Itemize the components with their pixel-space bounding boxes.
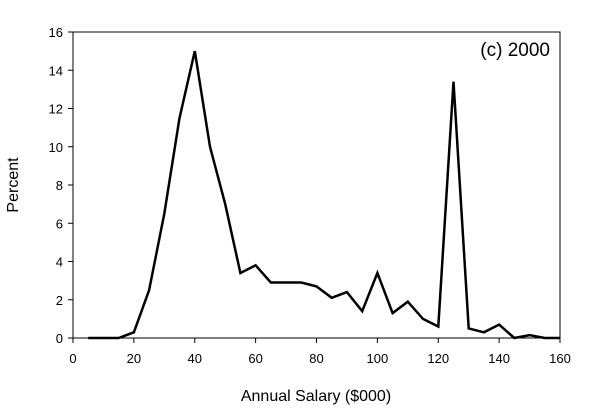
x-tick-label: 120 <box>427 351 449 366</box>
x-tick-label: 80 <box>309 351 323 366</box>
x-tick-label: 60 <box>248 351 262 366</box>
x-tick-label: 0 <box>69 351 76 366</box>
y-tick-label: 2 <box>56 293 63 308</box>
x-tick-label: 160 <box>549 351 571 366</box>
y-axis-title: Percent <box>5 157 22 213</box>
x-axis-ticks: 0 20 40 60 80 100 120 140 160 <box>69 338 571 366</box>
x-tick-label: 20 <box>127 351 141 366</box>
y-tick-label: 10 <box>49 140 63 155</box>
chart-annotation: (c) 2000 <box>480 40 550 61</box>
x-tick-label: 40 <box>188 351 202 366</box>
x-axis-title: Annual Salary ($000) <box>241 388 391 405</box>
plot-frame <box>72 31 561 339</box>
y-tick-label: 16 <box>49 25 63 40</box>
y-axis-ticks: 0 2 4 6 8 10 12 14 16 <box>49 25 73 346</box>
y-tick-label: 6 <box>56 216 63 231</box>
y-tick-label: 12 <box>49 102 63 117</box>
y-tick-label: 8 <box>56 178 63 193</box>
series-line <box>88 50 560 340</box>
y-tick-label: 4 <box>56 255 63 270</box>
y-tick-label: 0 <box>56 331 63 346</box>
x-tick-label: 140 <box>488 351 510 366</box>
x-tick-label: 100 <box>367 351 389 366</box>
y-tick-label: 14 <box>49 63 63 78</box>
